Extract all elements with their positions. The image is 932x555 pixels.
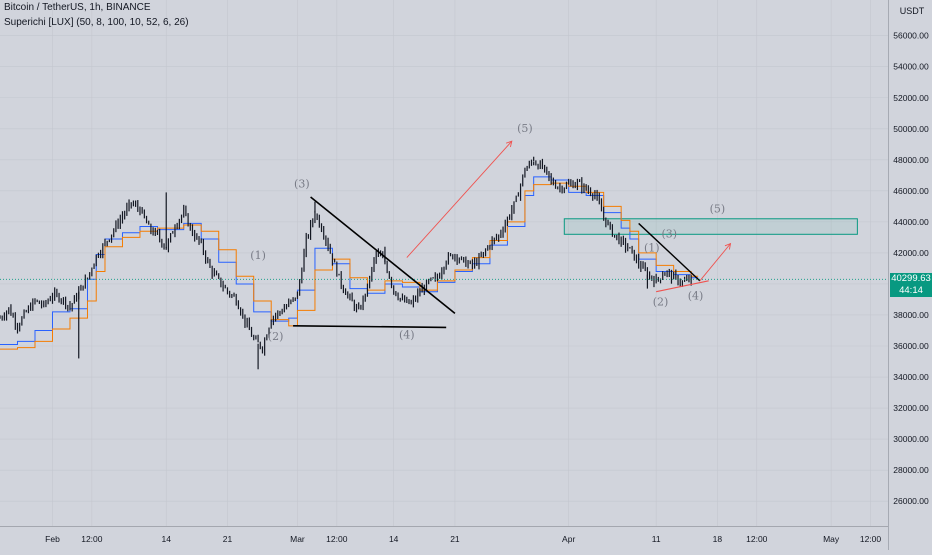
time-tick-label: 12:00 — [860, 534, 882, 544]
price-tick-label: 30000.00 — [893, 434, 929, 444]
wave-labels: (1) (2) (3) (4) (5) (1) (2) (3) (4) (5) — [250, 122, 725, 343]
price-tick-label: 34000.00 — [893, 372, 929, 382]
wave-label: (5) — [710, 203, 726, 216]
time-tick-label: 12:00 — [746, 534, 768, 544]
triangle-upper-line — [310, 196, 456, 315]
time-tick-label: 21 — [223, 534, 233, 544]
price-axis[interactable]: 56000.00 54000.00 52000.00 50000.00 48000.00… — [893, 31, 929, 506]
wedge-upper-line — [638, 222, 701, 282]
indicator-title[interactable]: Superichi [LUX] (50, 8, 100, 10, 52, 6, … — [4, 17, 189, 28]
price-tick-label: 28000.00 — [893, 465, 929, 475]
price-tick-label: 36000.00 — [893, 341, 929, 351]
price-tick-label: 52000.00 — [893, 93, 929, 103]
supply-zone-rect — [563, 218, 858, 235]
plot-background — [0, 0, 888, 526]
grid — [0, 0, 888, 526]
trend-drawings — [293, 140, 732, 329]
triangle-base-line — [293, 325, 447, 329]
time-tick-label: 12:00 — [326, 534, 348, 544]
wave-label: (3) — [294, 178, 310, 191]
projection-arrowhead-1 — [505, 140, 513, 148]
series-line — [0, 182, 699, 350]
projection-arrowhead-2 — [724, 242, 732, 250]
time-tick-label: 18 — [713, 534, 723, 544]
time-axis[interactable]: Feb 12:00 14 21 Mar 12:00 14 21 Apr 11 18 12:00 May 1… — [45, 534, 881, 544]
price-tick-label: 56000.00 — [893, 31, 929, 41]
wedge-lower-line — [656, 280, 709, 293]
bar-countdown: 44:14 — [899, 285, 923, 297]
time-tick-label: Feb — [45, 534, 60, 544]
time-tick-label: 12:00 — [81, 534, 103, 544]
price-tick-label: 48000.00 — [893, 155, 929, 165]
time-tick-label: Apr — [562, 534, 575, 544]
current-price-tag: 40299.63 44:14 — [890, 273, 932, 298]
wave-label: (2) — [653, 296, 669, 309]
price-tick-label: 26000.00 — [893, 496, 929, 506]
zone-layer — [563, 218, 858, 235]
series-line — [0, 176, 699, 345]
price-tick-label: 44000.00 — [893, 217, 929, 227]
price-tick-label: 54000.00 — [893, 62, 929, 72]
time-tick-label: 14 — [389, 534, 399, 544]
wave-label: (1) — [250, 249, 266, 262]
wave-label: (2) — [268, 330, 284, 343]
time-tick-label: 14 — [161, 534, 171, 544]
price-tick-label: 42000.00 — [893, 248, 929, 258]
time-tick-label: 21 — [450, 534, 460, 544]
symbol-title[interactable]: Bitcoin / TetherUS, 1h, BINANCE — [4, 2, 151, 13]
wave-label: (4) — [688, 289, 704, 302]
price-tick-label: 46000.00 — [893, 186, 929, 196]
projection-line-2 — [699, 243, 731, 282]
price-axis-unit: USDT — [900, 6, 925, 16]
candles — [0, 156, 692, 370]
price-tick-label: 50000.00 — [893, 124, 929, 134]
price-tick-label: 32000.00 — [893, 403, 929, 413]
price-tick-label: 38000.00 — [893, 310, 929, 320]
wave-label: (4) — [399, 328, 415, 341]
current-price-label: 40299.63 — [891, 273, 931, 285]
projection-line-1 — [406, 140, 513, 258]
wave-label: (3) — [661, 227, 677, 240]
time-tick-label: 11 — [652, 534, 661, 544]
indicator-lines — [0, 176, 699, 350]
time-tick-label: Mar — [290, 534, 305, 544]
time-tick-label: May — [823, 534, 840, 544]
wave-label: (5) — [517, 122, 533, 135]
wave-label: (1) — [644, 241, 660, 254]
